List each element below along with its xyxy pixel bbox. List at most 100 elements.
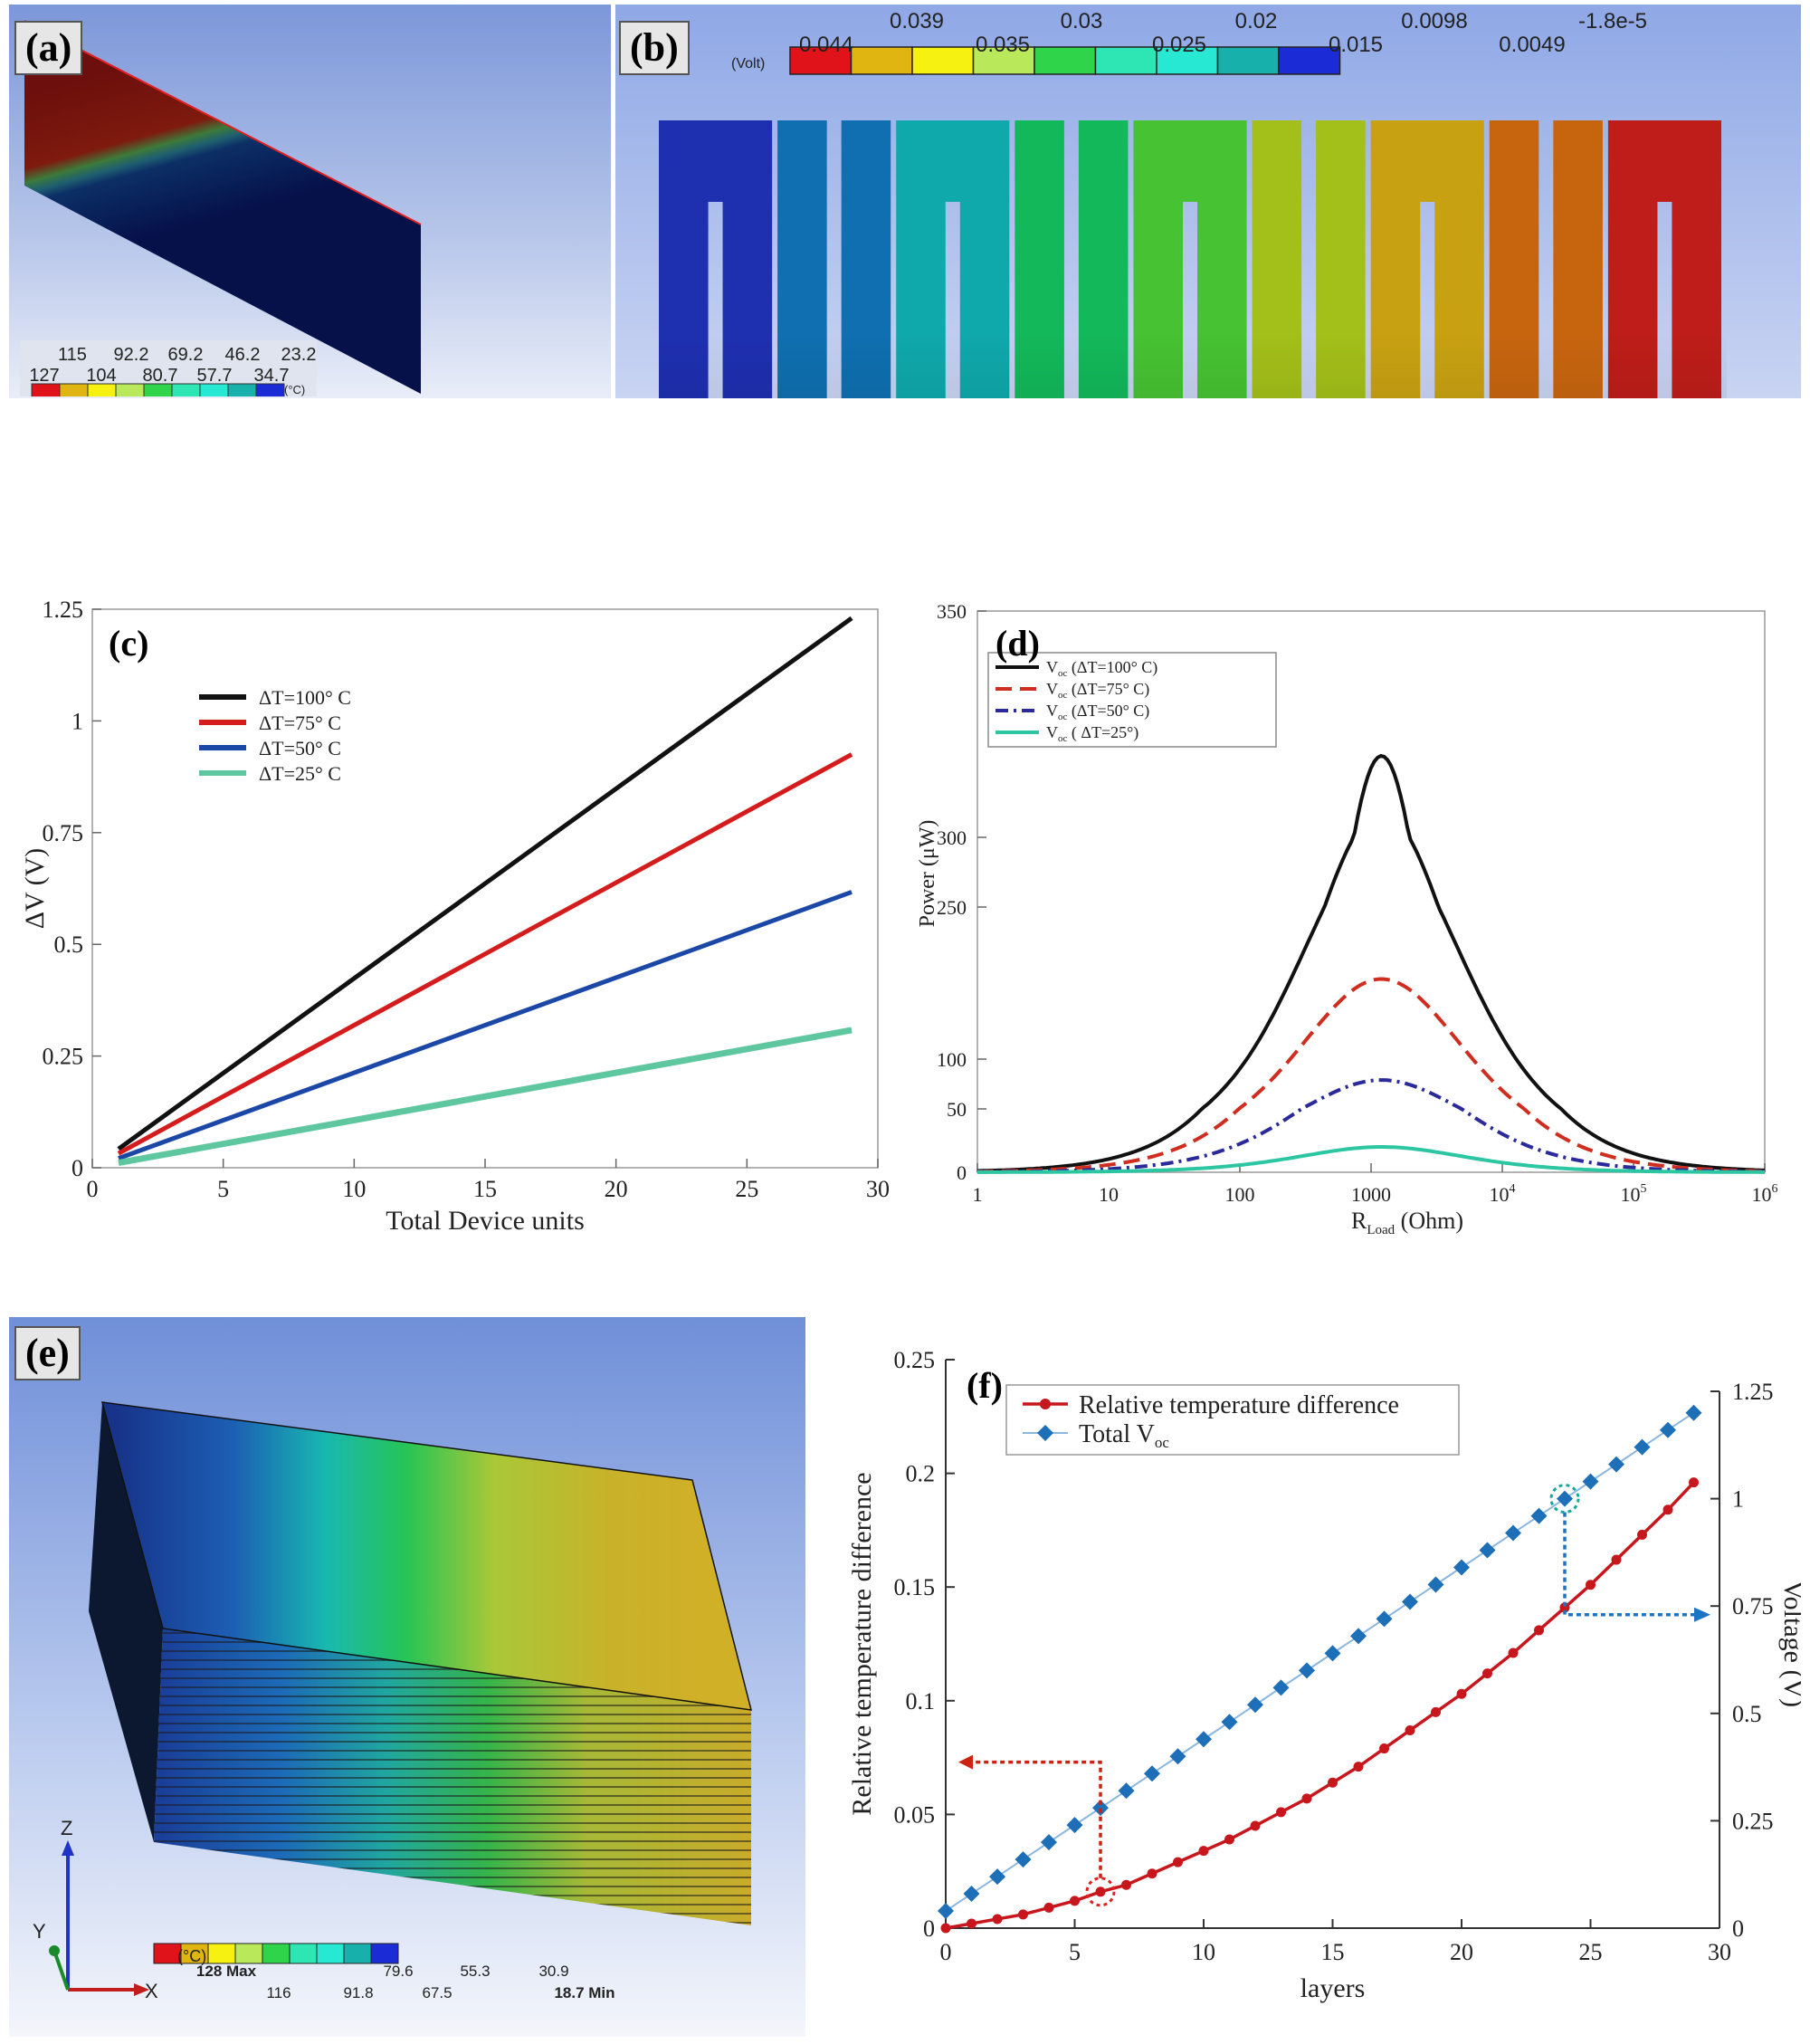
- series-line-c: [117, 616, 853, 1151]
- legend-label-f-blue: Total Voc: [1079, 1420, 1169, 1451]
- point-f-blue: [1453, 1559, 1470, 1576]
- cb-e-cell: [262, 1943, 291, 1964]
- x-tick-label-f: 30: [1708, 1939, 1731, 1965]
- y-left-tick-label-f: 0.05: [894, 1801, 936, 1828]
- point-f-blue: [1272, 1679, 1290, 1696]
- cb-e-cell: [207, 1943, 236, 1964]
- cb-a-cell: [171, 383, 201, 396]
- x-tick-label-d: 104: [1490, 1182, 1516, 1206]
- cb-e-unit: (°C): [177, 1947, 206, 1965]
- cb-e-bot-1: 91.8: [343, 1984, 373, 2001]
- y-tick-label-c: 1: [71, 708, 83, 734]
- y-tick-label-d: 50: [947, 1098, 967, 1121]
- cb-b-cell: [1034, 46, 1097, 75]
- point-f-blue: [938, 1903, 954, 1920]
- series-curve-d: [976, 753, 1766, 1173]
- point-f-blue: [1247, 1696, 1263, 1714]
- cb-a-cell: [227, 383, 257, 396]
- x-tick-label-f: 5: [1069, 1939, 1081, 1965]
- y-axis-label-c: ΔV (V): [20, 848, 50, 930]
- point-f-red: [1456, 1688, 1467, 1699]
- x-tick-label-d: 1: [973, 1183, 983, 1206]
- y-left-tick-label-f: 0.2: [906, 1461, 936, 1487]
- box-e-top: [102, 1402, 751, 1710]
- y-tick-label-d: 100: [937, 1048, 967, 1071]
- point-f-blue: [1196, 1731, 1212, 1748]
- legend-marker-f-red: [1040, 1399, 1051, 1409]
- colorbar-a: 115 92.2 69.2 46.2 23.2 127 104 80.7 57.…: [20, 340, 317, 396]
- point-f-blue: [1402, 1593, 1418, 1610]
- point-f-blue: [1582, 1473, 1599, 1490]
- cb-e-bot-3: 18.7 Min: [554, 1984, 614, 2001]
- point-f-blue: [1608, 1456, 1624, 1473]
- point-f-red: [1353, 1762, 1364, 1772]
- point-f-red: [1508, 1648, 1519, 1658]
- cb-a-cell: [255, 383, 285, 396]
- cb-b-bot-3: 0.015: [1329, 33, 1383, 57]
- x-tick-label-f: 10: [1192, 1939, 1215, 1965]
- x-tick-label-c: 0: [87, 1176, 99, 1202]
- cb-e-cell: [234, 1943, 263, 1964]
- point-f-blue: [1169, 1748, 1186, 1765]
- cb-b-cell: [789, 46, 853, 75]
- legend-label-d: Voc ( ΔT=25°): [1046, 723, 1138, 744]
- point-f-red: [1637, 1529, 1647, 1540]
- point-f-red: [1043, 1902, 1054, 1913]
- cb-b-bot-1: 0.035: [976, 33, 1030, 57]
- y-left-tick-label-f: 0: [923, 1915, 935, 1942]
- cb-b-cell: [1278, 46, 1341, 75]
- point-f-blue: [1118, 1782, 1135, 1800]
- cb-a-cell: [59, 383, 89, 396]
- point-f-red: [1611, 1554, 1622, 1565]
- cb-e-bot-2: 67.5: [422, 1984, 452, 2001]
- point-f-red: [940, 1923, 951, 1934]
- x-tick-label-c: 5: [217, 1176, 229, 1202]
- panel-e-svg: Z Y X (°C) 128 Max 79.6 55.3 30.9 116 91…: [9, 1317, 805, 2037]
- series-line-c: [117, 752, 853, 1156]
- y-right-tick-label-f: 0.25: [1732, 1808, 1774, 1834]
- point-f-blue: [963, 1886, 980, 1903]
- legend-box-d: [987, 652, 1277, 748]
- cb-a-cell: [115, 383, 145, 396]
- legend-label-c: ΔT=75° C: [259, 712, 341, 734]
- point-f-red: [1586, 1580, 1596, 1590]
- legend-label-d: Voc (ΔT=50° C): [1046, 702, 1149, 722]
- point-f-red: [1121, 1879, 1131, 1890]
- cb-e-top-1: 79.6: [383, 1963, 413, 1980]
- point-f-red: [1328, 1777, 1338, 1788]
- point-f-red: [1224, 1834, 1234, 1845]
- cb-a-bot-4: 34.7: [254, 366, 290, 386]
- cb-b-top-2: 0.02: [1235, 9, 1278, 33]
- x-tick-label-d: 1000: [1351, 1183, 1391, 1206]
- point-f-red: [1276, 1807, 1286, 1818]
- series-curve-d: [977, 1145, 1765, 1174]
- cb-b-cell: [1094, 46, 1157, 75]
- point-f-blue: [1685, 1404, 1702, 1421]
- series-curve-d: [977, 1078, 1766, 1174]
- y-right-tick-label-f: 1.25: [1732, 1379, 1774, 1405]
- arrowhead-right: [1694, 1607, 1710, 1622]
- axis-y-label: Y: [33, 1920, 46, 1943]
- cb-e-top-0: 128 Max: [196, 1963, 257, 1980]
- legend-label-c: ΔT=50° C: [259, 737, 341, 759]
- y-tick-label-d: 300: [937, 826, 967, 849]
- point-f-blue: [1144, 1765, 1160, 1782]
- cb-e-top-2: 55.3: [460, 1963, 490, 1980]
- cb-e-bot-0: 116: [266, 1984, 291, 2001]
- cb-a-top-2: 69.2: [168, 345, 204, 365]
- x-axis-label-f: layers: [1300, 1973, 1366, 2003]
- slab-a: [24, 21, 421, 394]
- point-f-red: [1070, 1896, 1080, 1906]
- x-tick-label-f: 15: [1321, 1939, 1345, 1965]
- cb-e-cell: [370, 1943, 399, 1964]
- point-f-blue: [1427, 1576, 1444, 1593]
- cb-e-top-3: 30.9: [538, 1963, 568, 1980]
- cb-e-cell: [343, 1943, 372, 1964]
- panel-label-c: (c): [109, 623, 149, 664]
- cb-e-cell: [289, 1943, 318, 1964]
- point-f-red: [1405, 1724, 1415, 1735]
- point-f-red: [1095, 1886, 1106, 1897]
- x-tick-label-f: 20: [1450, 1939, 1473, 1965]
- y-tick-label-d: 0: [957, 1161, 967, 1184]
- point-f-red: [1534, 1625, 1544, 1636]
